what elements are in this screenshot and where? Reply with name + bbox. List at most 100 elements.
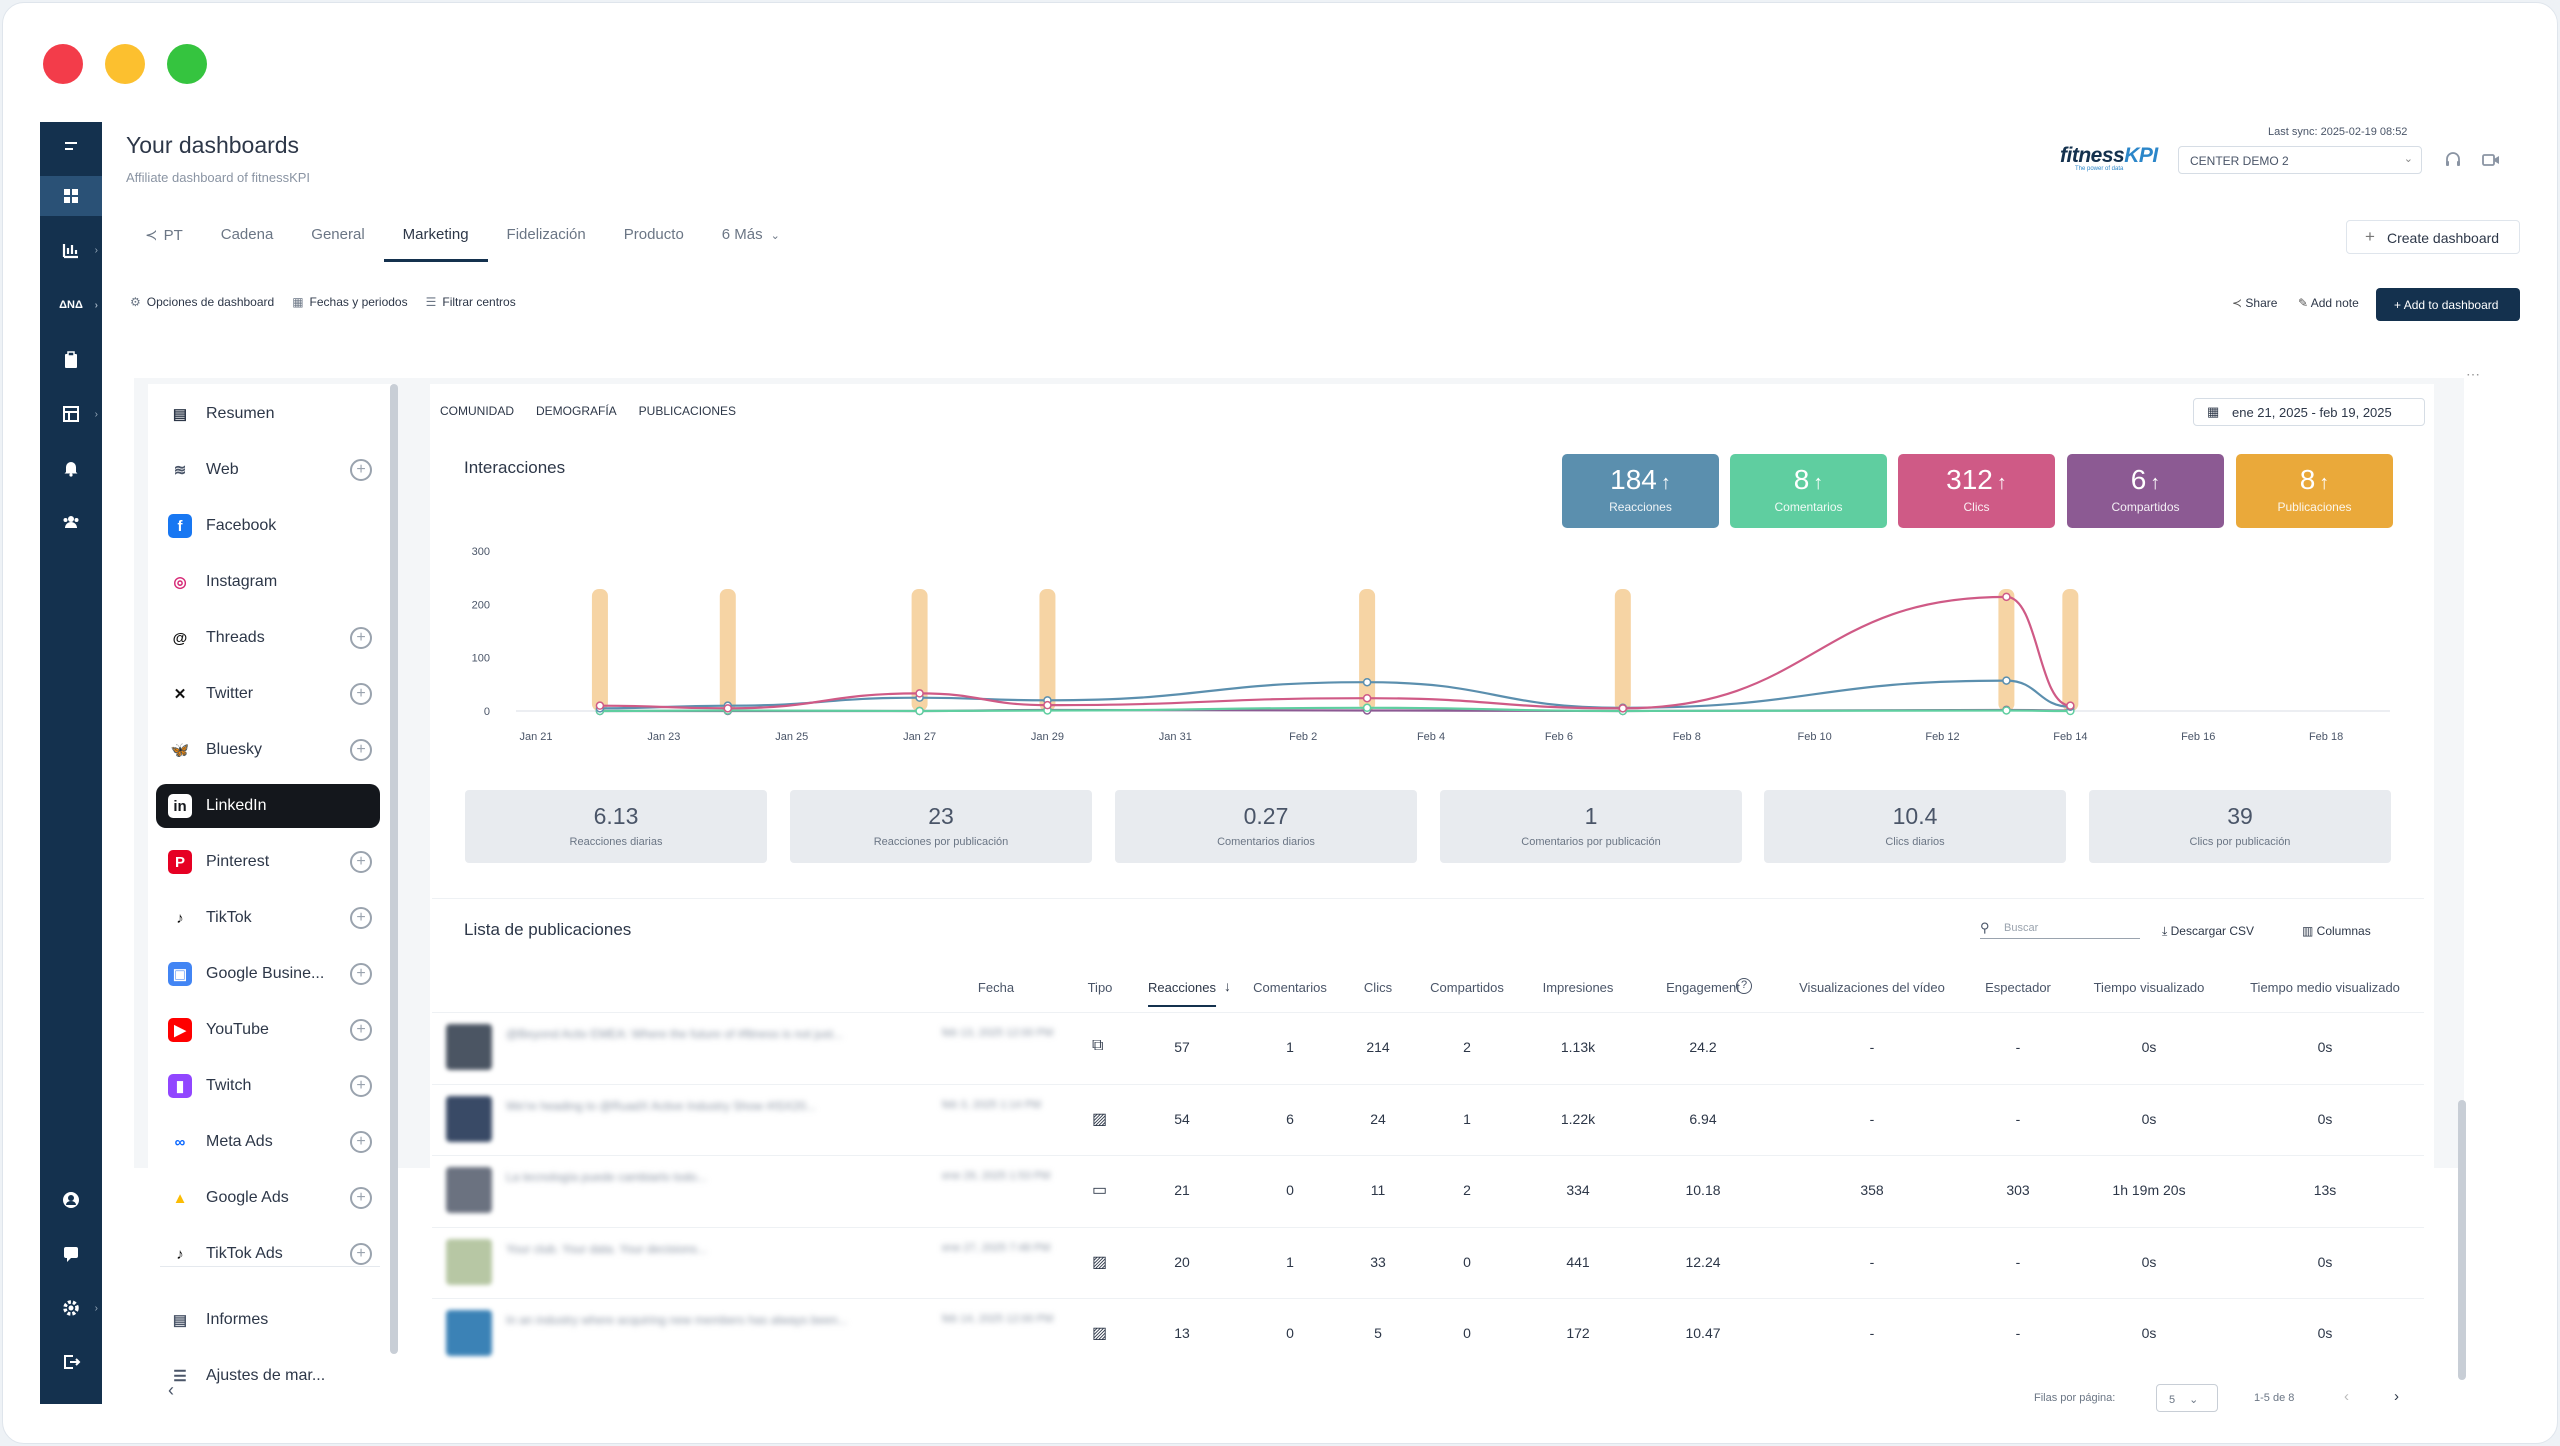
- column-header[interactable]: Reacciones: [1148, 980, 1216, 1007]
- column-header[interactable]: Engagement: [1666, 980, 1740, 995]
- column-header[interactable]: Tiempo medio visualizado: [2250, 980, 2400, 995]
- column-header[interactable]: Espectador: [1985, 980, 2051, 995]
- kpi-card-comentarios[interactable]: 8 ↑ Comentarios: [1730, 454, 1887, 528]
- analytics-icon[interactable]: ›: [40, 230, 102, 270]
- sidebar-item-meta-ads[interactable]: ∞ Meta Ads +: [156, 1120, 380, 1164]
- column-header[interactable]: Fecha: [977, 980, 1015, 995]
- close-window-button[interactable]: [43, 44, 83, 84]
- tab-more[interactable]: 6 Más ⌄: [721, 226, 780, 243]
- chat-icon[interactable]: [40, 1234, 102, 1274]
- bell-icon[interactable]: [40, 448, 102, 488]
- headset-icon[interactable]: [2442, 150, 2464, 172]
- kpi-card-reacciones[interactable]: 184 ↑ Reacciones: [1562, 454, 1719, 528]
- sidebar-item-twitter[interactable]: ✕ Twitter +: [156, 672, 380, 716]
- table-row[interactable]: In an industry where acquiring new membe…: [432, 1298, 2424, 1369]
- tab-general[interactable]: General: [311, 226, 365, 243]
- collapse-sidebar-icon[interactable]: ‹: [168, 1380, 174, 1400]
- dashboard-options-button[interactable]: ⚙ Opciones de dashboard: [130, 295, 275, 309]
- prev-page-icon[interactable]: ‹: [2344, 1388, 2349, 1405]
- subtab-demografia[interactable]: DEMOGRAFÍA: [536, 404, 617, 418]
- center-select[interactable]: CENTER DEMO 2 ⌄: [2178, 146, 2422, 174]
- add-to-dashboard-button[interactable]: + Add to dashboard: [2376, 288, 2520, 321]
- sidebar-item-pinterest[interactable]: P Pinterest +: [156, 840, 380, 884]
- columns-button[interactable]: ▥ Columnas: [2302, 924, 2371, 938]
- add-circle-icon[interactable]: +: [350, 1131, 372, 1153]
- column-header[interactable]: Clics: [1363, 980, 1393, 995]
- add-circle-icon[interactable]: +: [350, 907, 372, 929]
- tab-marketing[interactable]: Marketing: [383, 214, 488, 262]
- create-dashboard-button[interactable]: + Create dashboard: [2346, 220, 2520, 254]
- sidebar-item-google-ads[interactable]: ▲ Google Ads +: [156, 1176, 380, 1220]
- search-input[interactable]: ⚲ Buscar: [1980, 920, 2140, 939]
- column-header[interactable]: Tipo: [1087, 980, 1113, 995]
- add-circle-icon[interactable]: +: [350, 459, 372, 481]
- content-scrollbar[interactable]: [2458, 1100, 2466, 1380]
- next-page-icon[interactable]: ›: [2394, 1388, 2399, 1405]
- kpi-card-clics[interactable]: 312 ↑ Clics: [1898, 454, 2055, 528]
- settings-gear-icon[interactable]: ›: [40, 1288, 102, 1328]
- minimize-window-button[interactable]: [105, 44, 145, 84]
- table-row[interactable]: Your club. Your data. Your decisions... e…: [432, 1226, 2424, 1298]
- clipboard-nav-icon[interactable]: [40, 340, 102, 380]
- column-header[interactable]: Tiempo visualizado: [2093, 980, 2205, 995]
- add-circle-icon[interactable]: +: [350, 739, 372, 761]
- dates-periods-button[interactable]: ▦ Fechas y periodos: [292, 295, 408, 309]
- users-icon[interactable]: [40, 502, 102, 542]
- sidebar-item-informes[interactable]: ▤ Informes: [156, 1298, 380, 1342]
- sidebar-item-tiktok-ads[interactable]: ♪ TikTok Ads +: [156, 1232, 380, 1276]
- sidebar-item-youtube[interactable]: ▶ YouTube +: [156, 1008, 380, 1052]
- add-circle-icon[interactable]: +: [350, 963, 372, 985]
- filter-centers-button[interactable]: ☰ Filtrar centros: [425, 295, 516, 309]
- add-circle-icon[interactable]: +: [350, 683, 372, 705]
- kpi-card-compartidos[interactable]: 6 ↑ Compartidos: [2067, 454, 2224, 528]
- menu-toggle-icon[interactable]: [40, 126, 102, 166]
- sidebar-item-ajustes-de-mar[interactable]: ☰ Ajustes de mar...: [156, 1354, 380, 1398]
- sidebar-scrollbar[interactable]: [390, 384, 398, 1354]
- logout-icon[interactable]: [40, 1342, 102, 1382]
- ana-icon[interactable]: ΔNΔ ›: [59, 299, 98, 311]
- table-row[interactable]: @Beyond Activ EMEA: Where the future of …: [432, 1012, 2424, 1083]
- dashboard-icon[interactable]: [40, 176, 102, 216]
- table-icon[interactable]: ›: [40, 394, 102, 434]
- sidebar-item-threads[interactable]: @ Threads +: [156, 616, 380, 660]
- sidebar-item-linkedin[interactable]: in LinkedIn: [156, 784, 380, 828]
- column-header[interactable]: Compartidos: [1430, 980, 1504, 995]
- column-header[interactable]: Comentarios: [1253, 980, 1327, 995]
- add-circle-icon[interactable]: +: [350, 1187, 372, 1209]
- add-circle-icon[interactable]: +: [350, 1243, 372, 1265]
- help-icon[interactable]: ?: [1736, 978, 1752, 994]
- add-circle-icon[interactable]: +: [350, 627, 372, 649]
- arrow-down-icon[interactable]: ↓: [1224, 978, 1231, 994]
- video-call-icon[interactable]: [2480, 150, 2502, 172]
- tab-cadena[interactable]: Cadena: [220, 226, 274, 243]
- table-row[interactable]: We're heading to @RuadX Active Industry …: [432, 1083, 2424, 1155]
- column-header[interactable]: Impresiones: [1542, 980, 1614, 995]
- subtab-publicaciones[interactable]: PUBLICACIONES: [638, 404, 737, 418]
- account-icon[interactable]: [40, 1180, 102, 1220]
- table-row[interactable]: La tecnología puede cambiarlo todo... ene…: [432, 1155, 2424, 1226]
- tab-fidelizacion[interactable]: Fidelización: [506, 226, 586, 243]
- kpi-card-publicaciones[interactable]: 8 ↑ Publicaciones: [2236, 454, 2393, 528]
- add-note-button[interactable]: ✎ Add note: [2298, 296, 2359, 310]
- column-header[interactable]: Visualizaciones del vídeo: [1799, 980, 1945, 995]
- add-circle-icon[interactable]: +: [350, 1075, 372, 1097]
- add-circle-icon[interactable]: +: [350, 851, 372, 873]
- sidebar-item-google-busine[interactable]: ▣ Google Busine... +: [156, 952, 380, 996]
- tab-pt[interactable]: ≺ PT: [145, 227, 183, 244]
- subtab-comunidad[interactable]: COMUNIDAD: [440, 404, 514, 418]
- sidebar-item-tiktok[interactable]: ♪ TikTok +: [156, 896, 380, 940]
- download-csv-button[interactable]: ⤓ Descargar CSV: [2162, 924, 2255, 938]
- tab-producto[interactable]: Producto: [623, 226, 684, 243]
- maximize-window-button[interactable]: [167, 44, 207, 84]
- sidebar-item-web[interactable]: ≋ Web +: [156, 448, 380, 492]
- rows-per-page-select[interactable]: 5 ⌄: [2156, 1384, 2218, 1412]
- sidebar-item-bluesky[interactable]: 🦋 Bluesky +: [156, 728, 380, 772]
- sidebar-item-instagram[interactable]: ◎ Instagram: [156, 560, 380, 604]
- add-circle-icon[interactable]: +: [350, 1019, 372, 1041]
- widget-menu-icon[interactable]: ⋯: [2466, 366, 2480, 382]
- sidebar-item-twitch[interactable]: ▮ Twitch +: [156, 1064, 380, 1108]
- sidebar-item-resumen[interactable]: ▤ Resumen: [156, 392, 380, 436]
- date-range-picker[interactable]: ▦ ene 21, 2025 - feb 19, 2025: [2193, 398, 2425, 426]
- share-button[interactable]: ≺ Share: [2232, 296, 2278, 310]
- sidebar-item-facebook[interactable]: f Facebook: [156, 504, 380, 548]
